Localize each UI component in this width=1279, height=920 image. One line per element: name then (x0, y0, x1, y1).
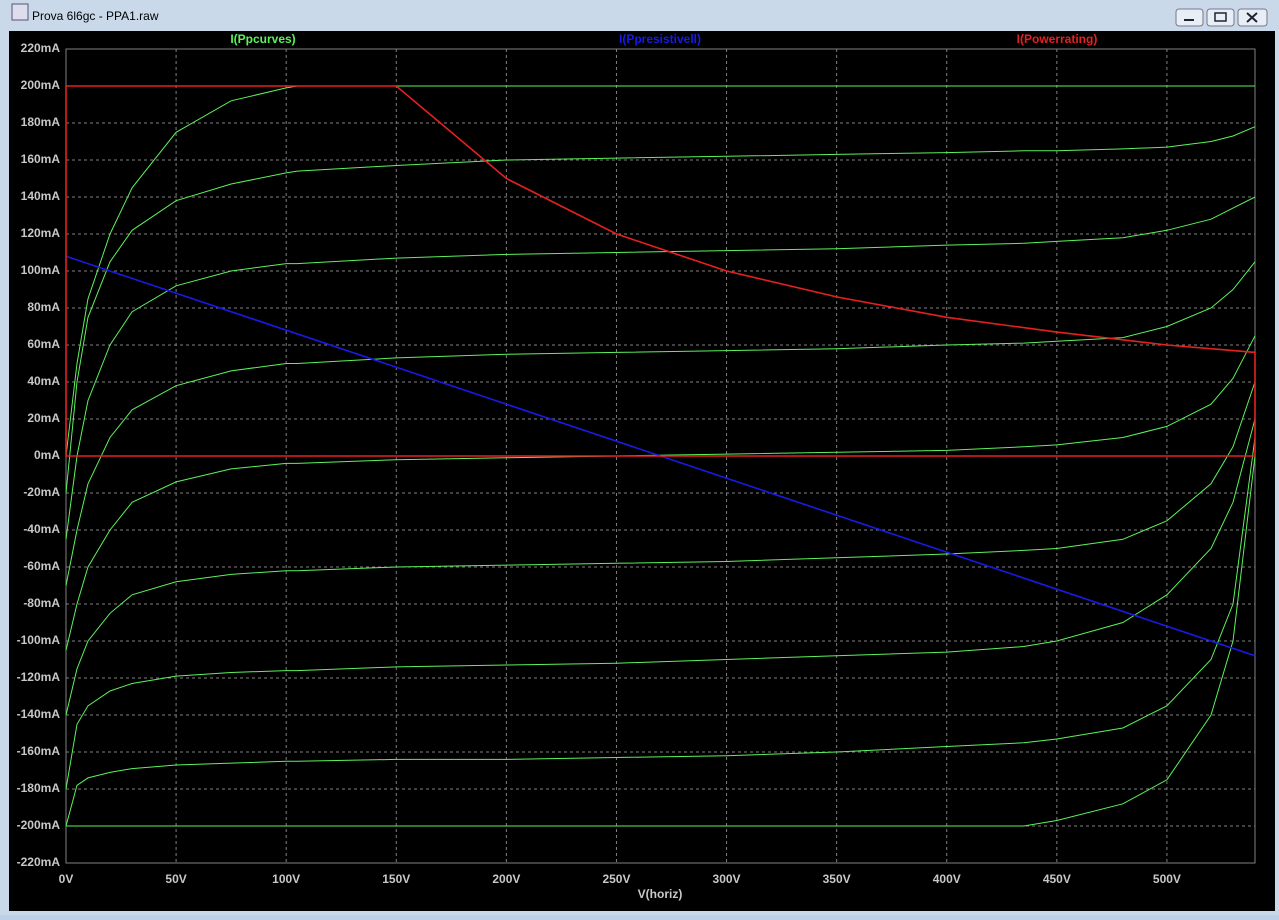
series-line (65, 126, 1256, 494)
y-tick-label: 160mA (21, 152, 61, 166)
minimize-button[interactable] (1175, 8, 1204, 27)
y-tick-label: 220mA (21, 41, 61, 55)
x-tick-label: 0V (59, 872, 74, 886)
maximize-button[interactable] (1206, 8, 1235, 27)
series-line (66, 455, 1256, 827)
x-tick-label: 300V (713, 872, 741, 886)
series-line (65, 418, 1256, 790)
y-tick-label: -140mA (17, 707, 61, 721)
y-tick-label: -80mA (23, 596, 60, 610)
series-line (65, 261, 1256, 586)
legend-entry: I(Powerrating) (1017, 32, 1098, 46)
maximize-icon (1214, 12, 1227, 22)
y-tick-label: -180mA (17, 781, 61, 795)
series-line (65, 381, 1256, 716)
y-tick-label: -160mA (17, 744, 61, 758)
y-tick-label: 140mA (21, 189, 61, 203)
app-icon (11, 3, 29, 21)
x-tick-label: 350V (823, 872, 851, 886)
plot-background (9, 31, 1275, 911)
y-tick-label: -20mA (23, 485, 60, 499)
y-tick-label: -100mA (17, 633, 61, 647)
window-title: Prova 6l6gc - PPA1.raw (32, 9, 159, 23)
y-tick-label: 80mA (27, 300, 60, 314)
series-line (65, 85, 1256, 457)
x-tick-label: 150V (382, 872, 410, 886)
y-tick-label: -40mA (23, 522, 60, 536)
y-tick-label: -60mA (23, 559, 60, 573)
y-tick-label: 120mA (21, 226, 61, 240)
x-tick-label: 400V (933, 872, 961, 886)
series-line (65, 85, 1255, 457)
legend-entry: I(Ppresistivell) (619, 32, 701, 46)
series-line (65, 335, 1256, 651)
y-tick-label: 40mA (27, 374, 60, 388)
y-tick-label: 0mA (34, 448, 60, 462)
x-tick-label: 50V (165, 872, 186, 886)
y-tick-label: 60mA (27, 337, 60, 351)
y-tick-label: 20mA (27, 411, 60, 425)
legend-entry: I(Ppcurves) (230, 32, 295, 46)
x-tick-label: 450V (1043, 872, 1071, 886)
series-line (65, 437, 1256, 827)
y-tick-label: 200mA (21, 78, 61, 92)
y-tick-label: 100mA (21, 263, 61, 277)
x-tick-label: 250V (602, 872, 630, 886)
y-tick-label: 180mA (21, 115, 61, 129)
y-tick-label: -220mA (17, 855, 61, 869)
y-tick-label: -200mA (17, 818, 61, 832)
x-axis-label: V(horiz) (638, 887, 683, 901)
x-tick-label: 100V (272, 872, 300, 886)
series-line (65, 196, 1256, 540)
close-icon (1246, 12, 1258, 23)
y-tick-label: -120mA (17, 670, 61, 684)
x-tick-label: 200V (492, 872, 520, 886)
x-tick-label: 500V (1153, 872, 1181, 886)
